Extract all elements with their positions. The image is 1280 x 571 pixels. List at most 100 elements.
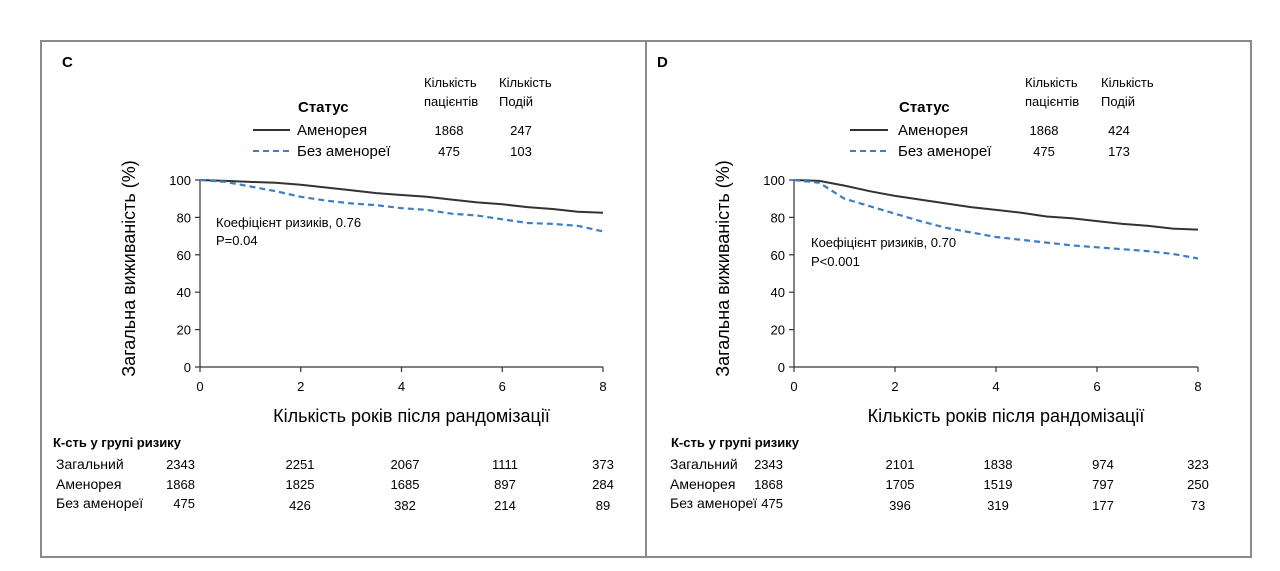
y-axis-label: Загальна виживаність (%) [119,160,139,377]
x-tick-label: 6 [1093,379,1100,394]
panel-letter: D [657,54,668,71]
risk-table-row-label: Без аменореї [56,495,143,511]
x-tick-label: 0 [790,379,797,394]
risk-table-cell: 1685 [391,477,420,492]
risk-table-cell: 797 [1092,477,1114,492]
risk-table-cell: 475 [173,496,195,511]
y-tick-label: 0 [778,360,785,375]
series-line-amenorrhea [793,179,1199,231]
legend-title: Статус [298,99,349,116]
legend-title: Статус [899,99,950,116]
y-tick-label: 100 [169,173,191,188]
y-axis-label: Загальна виживаність (%) [713,160,733,377]
risk-table-cell: 2101 [886,457,915,472]
risk-table-cell: 1868 [166,477,195,492]
hazard-ratio-text: Коефіцієнт ризиків, 0.76 [216,215,361,230]
risk-table-cell: 323 [1187,457,1209,472]
series-line-no-amenorrhea [199,178,604,233]
panel-letter: C [62,54,73,71]
x-tick-label: 6 [499,379,506,394]
risk-table-row-label: Без аменореї [670,495,757,511]
legend-events-count: 173 [1108,144,1130,159]
panel-d-frame [645,40,1252,558]
risk-table-cell: 73 [1191,498,1205,513]
legend-label: Без аменореї [898,143,992,160]
risk-table-row-label: Аменорея [56,476,121,492]
y-tick-label: 0 [184,360,191,375]
y-tick-label: 100 [763,173,785,188]
legend-header-events: Подій [1101,94,1135,109]
legend-header-patients: Кількість [1025,75,1078,90]
legend-events-count: 247 [510,123,532,138]
risk-table-cell: 284 [592,477,614,492]
panel-d: D 0 20 40 60 80 100 0 2 4 6 8 Кількість років після … [657,54,1209,513]
series-line-amenorrhea [199,179,604,214]
risk-table-cell: 250 [1187,477,1209,492]
risk-table-cell: 1111 [492,457,518,472]
legend-header-patients: пацієнтів [424,94,478,109]
y-tick-label: 40 [177,285,191,300]
y-tick-label: 80 [177,210,191,225]
risk-table-cell: 2343 [166,457,195,472]
y-tick-label: 20 [771,323,785,338]
risk-table-cell: 177 [1092,498,1114,513]
legend-label: Без аменореї [297,143,391,160]
risk-table-cell: 319 [987,498,1009,513]
risk-table-row-label: Аменорея [670,476,735,492]
risk-table-cell: 1519 [984,477,1013,492]
p-value-text: P<0.001 [811,254,860,269]
risk-table-cell: 1705 [886,477,915,492]
risk-table-cell: 382 [394,498,416,513]
risk-table-cell: 373 [592,457,614,472]
y-tick-label: 80 [771,210,785,225]
risk-table-cell: 897 [494,477,516,492]
x-tick-label: 8 [1194,379,1201,394]
risk-table-cell: 475 [761,496,783,511]
risk-table-cell: 1838 [984,457,1013,472]
x-tick-label: 2 [891,379,898,394]
x-axis-label: Кількість років після рандомізації [868,406,1145,426]
risk-table-cell: 1868 [754,477,783,492]
legend-events-count: 103 [510,144,532,159]
y-tick-label: 20 [177,323,191,338]
risk-table-cell: 1825 [286,477,315,492]
p-value-text: P=0.04 [216,233,258,248]
legend-label: Аменорея [898,122,968,139]
legend-header-patients: пацієнтів [1025,94,1079,109]
x-tick-label: 4 [398,379,405,394]
risk-table-row-label: Загальний [56,456,124,472]
x-tick-label: 8 [599,379,606,394]
y-tick-label: 60 [771,248,785,263]
legend-header-events: Кількість [1101,75,1154,90]
legend-header-patients: Кількість [424,75,477,90]
risk-table-cell: 974 [1092,457,1114,472]
y-tick-label: 40 [771,285,785,300]
y-tick-label: 60 [177,248,191,263]
risk-table-row-label: Загальний [670,456,738,472]
x-tick-label: 0 [196,379,203,394]
risk-table-title: К-сть у групі ризику [671,435,800,450]
legend-patients-count: 1868 [1030,123,1059,138]
risk-table-cell: 2251 [286,457,315,472]
risk-table-cell: 89 [596,498,610,513]
risk-table-cell: 426 [289,498,311,513]
hazard-ratio-text: Коефіцієнт ризиків, 0.70 [811,235,956,250]
legend-patients-count: 475 [438,144,460,159]
risk-table-cell: 214 [494,498,516,513]
panel-c: C 0 20 40 60 80 100 0 2 4 6 8 Кількість років після … [53,54,614,513]
legend-label: Аменорея [297,122,367,139]
legend-patients-count: 475 [1033,144,1055,159]
x-axis-label: Кількість років після рандомізації [273,406,550,426]
risk-table-title: К-сть у групі ризику [53,435,182,450]
x-tick-label: 2 [297,379,304,394]
legend-header-events: Кількість [499,75,552,90]
risk-table-cell: 396 [889,498,911,513]
series-line-no-amenorrhea [793,178,1199,260]
x-tick-label: 4 [992,379,999,394]
legend-patients-count: 1868 [435,123,464,138]
legend-events-count: 424 [1108,123,1130,138]
risk-table-cell: 2343 [754,457,783,472]
risk-table-cell: 2067 [391,457,420,472]
legend-header-events: Подій [499,94,533,109]
